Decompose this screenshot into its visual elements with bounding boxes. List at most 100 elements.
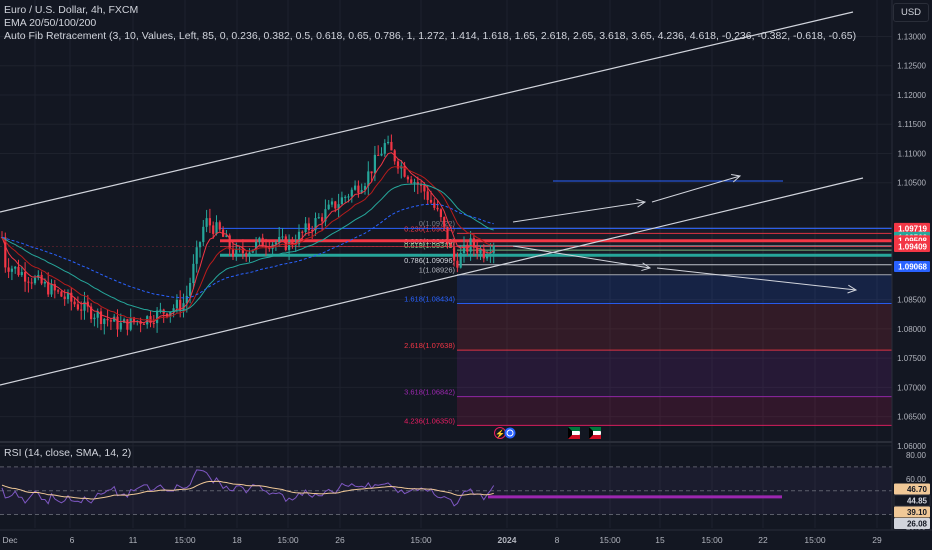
candle-body [373, 154, 376, 174]
flag-wedge [589, 427, 593, 439]
candle-body [278, 236, 281, 243]
fib-zones [457, 228, 892, 426]
candle-body [472, 238, 475, 248]
candle-body [383, 143, 386, 154]
candle-body [14, 266, 17, 269]
rsi-label: 26.08 [907, 520, 928, 529]
time-tick: 11 [129, 535, 138, 545]
flag-stripe [589, 427, 601, 431]
candle-body [132, 317, 136, 322]
arrow-head [847, 284, 858, 294]
candle-body [99, 311, 103, 324]
time-tick: 18 [232, 535, 242, 545]
rsi-label-bg [894, 506, 930, 518]
candle-body [218, 222, 221, 230]
candle-body [492, 245, 495, 254]
candle-body [231, 249, 235, 257]
price-tick: 1.06000 [897, 442, 926, 451]
candle-body [228, 235, 231, 250]
time-tick: 6 [70, 535, 75, 545]
candle-body [423, 184, 426, 192]
candle-body [198, 242, 202, 248]
candle-body [439, 209, 442, 218]
price-axis-bg [892, 0, 932, 550]
candle-body [20, 272, 23, 276]
candle-body [185, 295, 188, 304]
candle-body [436, 207, 439, 210]
flag-wedge [568, 427, 572, 439]
candle-body [4, 237, 7, 268]
time-tick: 22 [758, 535, 768, 545]
candle-body [344, 196, 347, 198]
rsi-indicator-legend[interactable]: RSI (14, close, SMA, 14, 2) [4, 447, 132, 459]
rsi-label-bg [893, 494, 931, 507]
ema-100-line [1, 183, 494, 313]
time-tick: Dec [2, 535, 18, 545]
arrow-down-2 [656, 267, 858, 294]
currency-button[interactable]: USD [893, 3, 929, 22]
fib-indicator-legend[interactable]: Auto Fib Retracement (3, 10, Values, Lef… [4, 30, 857, 42]
fib-label: 0.786(1.09096) [404, 256, 455, 265]
candle-body [446, 226, 449, 244]
candle-body [334, 201, 337, 209]
candle-body [330, 201, 334, 205]
symbol-title[interactable]: Euro / U.S. Dollar, 4h, FXCM [4, 4, 139, 16]
candle-body [142, 323, 145, 325]
candle-body [33, 277, 37, 284]
time-tick: 26 [335, 535, 345, 545]
time-tick: 15:00 [174, 535, 196, 545]
candle-body [406, 176, 409, 180]
candle-body [27, 281, 30, 283]
flag-stripe [568, 427, 580, 431]
candle-body [449, 243, 452, 248]
rsi-ma-line [1, 480, 494, 500]
time-tick: 29 [872, 535, 882, 545]
price-tick: 1.06500 [897, 413, 926, 422]
candle-body [357, 185, 360, 193]
candle-body [70, 292, 73, 302]
candle-body [469, 238, 472, 252]
price-tick: 1.12500 [897, 62, 926, 71]
candle-body [387, 141, 390, 144]
candle-body [179, 299, 182, 311]
candle-body [429, 199, 433, 203]
candle-body [324, 209, 327, 222]
price-tick: 1.10500 [897, 179, 926, 188]
candle-body [281, 236, 284, 238]
candle-body [396, 161, 400, 169]
candle-body [479, 248, 482, 254]
candle-body [482, 248, 485, 259]
candle-body [50, 284, 53, 295]
candle-body [271, 244, 274, 249]
time-axis-bg [0, 530, 932, 550]
candle-body [205, 218, 208, 227]
candle-body [192, 263, 195, 283]
candle-body [109, 320, 112, 322]
lightning-icon-glyph: ⚡ [495, 429, 505, 439]
ema-indicator-legend[interactable]: EMA 20/50/100/200 [4, 17, 97, 29]
candle-body [350, 189, 353, 197]
candle-body [274, 242, 277, 245]
candle-body [80, 309, 83, 311]
candle-body [347, 196, 350, 198]
candle-body [103, 318, 106, 324]
time-tick: 2024 [498, 535, 517, 545]
candle-body [258, 237, 261, 242]
time-tick: 8 [555, 535, 560, 545]
price-tick: 1.11500 [898, 120, 927, 129]
fib-label: 3.618(1.06842) [404, 388, 455, 397]
fib-zone [457, 396, 892, 426]
trend-channel-line [0, 11, 854, 213]
time-tick: 15:00 [410, 535, 432, 545]
candle-body [146, 316, 149, 325]
candle-body [380, 153, 383, 156]
arrow-down-1 [512, 245, 652, 272]
candle-body [172, 308, 175, 312]
candle-body [96, 311, 99, 318]
candle-body [17, 266, 20, 276]
candle-body [413, 182, 416, 184]
price-tick: 1.07500 [897, 354, 926, 363]
fib-label: 4.236(1.06350) [404, 416, 455, 425]
trend-channel-line [0, 177, 864, 386]
